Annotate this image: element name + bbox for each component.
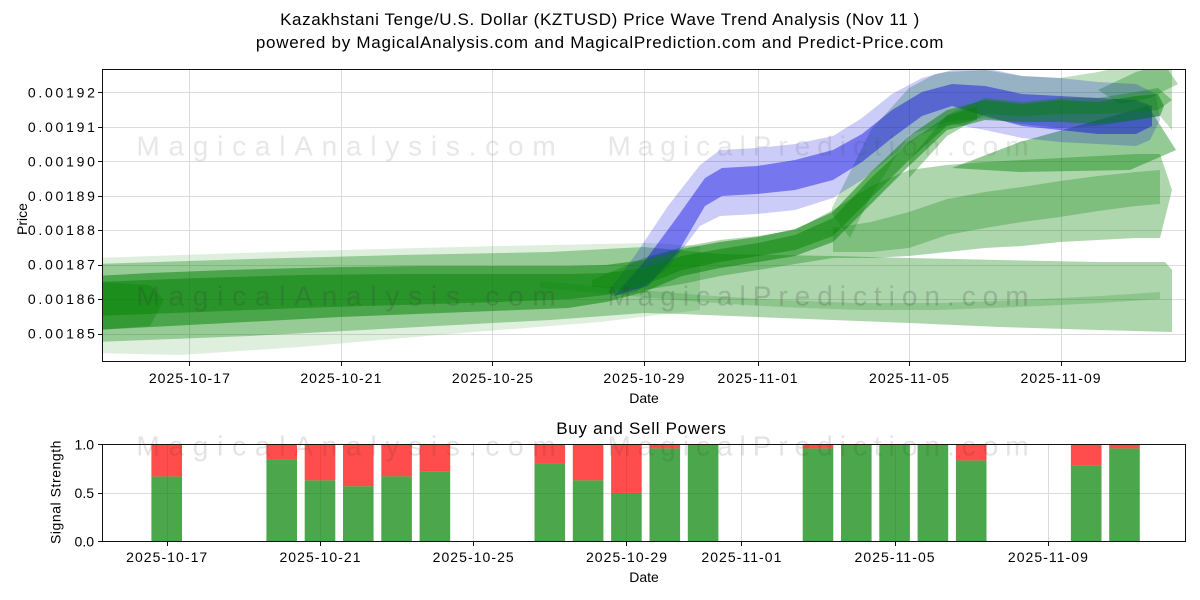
svg-text:2025-10-25: 2025-10-25 [452, 370, 534, 386]
svg-text:0.5: 0.5 [75, 485, 95, 501]
svg-text:Date: Date [629, 569, 659, 585]
svg-text:2025-10-17: 2025-10-17 [149, 370, 231, 386]
svg-text:0.00187: 0.00187 [28, 257, 98, 273]
svg-text:Kazakhstani Tenge/U.S. Dollar: Kazakhstani Tenge/U.S. Dollar (KZTUSD) P… [280, 10, 920, 29]
svg-text:2025-10-29: 2025-10-29 [586, 549, 668, 565]
svg-text:Signal Strength: Signal Strength [48, 440, 64, 544]
svg-text:2025-10-17: 2025-10-17 [126, 549, 208, 565]
svg-text:0.00191: 0.00191 [28, 119, 98, 135]
svg-text:0.00186: 0.00186 [28, 291, 98, 307]
svg-text:powered by MagicalAnalysis.com: powered by MagicalAnalysis.com and Magic… [256, 33, 944, 52]
svg-text:0.00189: 0.00189 [28, 188, 98, 204]
svg-text:2025-11-01: 2025-11-01 [718, 370, 799, 386]
svg-text:2025-10-29: 2025-10-29 [603, 370, 685, 386]
svg-text:MagicalPrediction.com: MagicalPrediction.com [607, 131, 1035, 162]
svg-text:MagicalPrediction.com: MagicalPrediction.com [607, 281, 1035, 312]
svg-text:Date: Date [629, 390, 659, 406]
svg-text:MagicalAnalysis.com: MagicalAnalysis.com [136, 131, 564, 162]
svg-text:MagicalAnalysis.com: MagicalAnalysis.com [136, 281, 564, 312]
svg-text:0.00188: 0.00188 [28, 222, 98, 238]
svg-text:MagicalPrediction.com: MagicalPrediction.com [607, 431, 1035, 462]
svg-text:2025-11-05: 2025-11-05 [869, 370, 950, 386]
svg-text:2025-11-09: 2025-11-09 [1008, 549, 1089, 565]
svg-text:2025-10-21: 2025-10-21 [300, 370, 382, 386]
svg-text:Price: Price [14, 203, 30, 235]
svg-text:2025-11-09: 2025-11-09 [1021, 370, 1102, 386]
svg-text:2025-11-05: 2025-11-05 [855, 549, 936, 565]
svg-text:2025-11-01: 2025-11-01 [701, 549, 782, 565]
svg-text:2025-10-21: 2025-10-21 [279, 549, 361, 565]
svg-text:1.0: 1.0 [75, 437, 95, 453]
svg-text:0.00192: 0.00192 [28, 85, 98, 101]
svg-text:Buy and Sell Powers: Buy and Sell Powers [556, 419, 726, 438]
svg-text:0.00190: 0.00190 [28, 153, 98, 169]
svg-text:MagicalAnalysis.com: MagicalAnalysis.com [136, 431, 564, 462]
svg-text:0.00185: 0.00185 [28, 326, 98, 342]
svg-text:2025-10-25: 2025-10-25 [433, 549, 515, 565]
svg-text:0.0: 0.0 [75, 533, 95, 549]
